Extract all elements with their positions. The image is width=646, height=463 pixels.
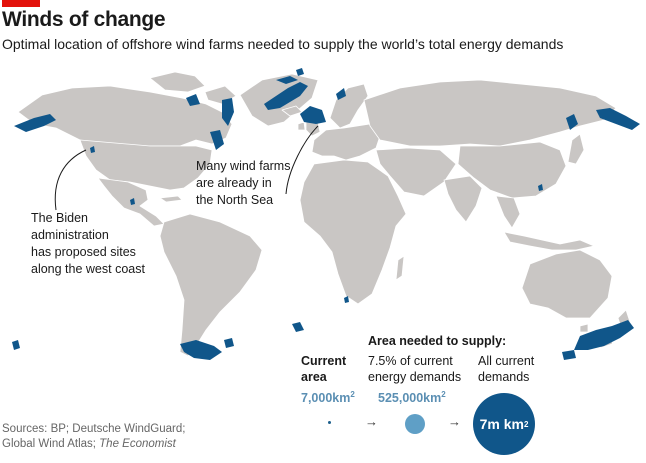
- all-demand-dot: 7m km 2: [473, 393, 535, 455]
- source-line-1: Sources: BP; Deutsche WindGuard;: [2, 423, 186, 435]
- current-area-dot: [328, 421, 331, 424]
- wind-site-patagonia: [180, 340, 222, 360]
- wind-site-labrador: [14, 114, 56, 132]
- land-middle-east: [375, 147, 457, 197]
- legend-all-label: All current demands: [478, 353, 534, 385]
- land-russia: [363, 79, 617, 147]
- legend-pct-label-line: energy demands: [368, 370, 462, 384]
- legend-pct-label-line: 7.5% of current: [368, 354, 453, 368]
- wind-site-south-georgia: [292, 322, 304, 332]
- wind-site-kamchatka: [566, 114, 578, 130]
- legend-all-label-line: demands: [478, 370, 530, 384]
- annotation-west-coast-line: The Biden: [31, 211, 88, 225]
- source-publication: The Economist: [99, 438, 176, 450]
- pct-demand-dot: [405, 414, 425, 434]
- annotation-north-sea: Many wind farms are already in the North…: [196, 158, 290, 209]
- legend-current-value: 7,000km2: [301, 390, 355, 405]
- wind-site-south-africa: [344, 296, 349, 303]
- wind-site-baffin: [222, 98, 234, 126]
- legend-pct-value: 525,000km2: [378, 390, 446, 405]
- legend-current-label: Current area: [301, 353, 346, 385]
- legend-pct-label: 7.5% of current energy demands: [368, 353, 461, 385]
- wind-site-falklands: [224, 338, 234, 348]
- land-india: [443, 175, 483, 223]
- annotation-north-sea-line: Many wind farms: [196, 159, 291, 173]
- source-note: Sources: BP; Deutsche WindGuard; Global …: [2, 422, 185, 452]
- land-southeast-asia: [495, 195, 521, 229]
- wind-site-new-zealand: [574, 320, 634, 350]
- wind-site-chile-tip: [12, 340, 20, 350]
- source-line-2: Global Wind Atlas; The Economist: [2, 437, 185, 452]
- page-subtitle: Optimal location of offshore wind farms …: [2, 36, 564, 52]
- land-japan: [567, 133, 585, 165]
- annotation-west-coast-line: has proposed sites: [31, 245, 136, 259]
- land-madagascar: [395, 255, 405, 281]
- land-usa: [79, 139, 213, 191]
- wind-site-arctic-west: [296, 68, 304, 76]
- land-scandinavia: [329, 83, 369, 129]
- legend-current-value-text: 7,000km: [301, 391, 351, 406]
- annotation-west-coast-line: along the west coast: [31, 262, 145, 276]
- wind-site-baja: [130, 198, 135, 205]
- land-china: [457, 141, 567, 199]
- legend-current-label-line: Current: [301, 354, 347, 368]
- land-iceland: [281, 105, 303, 117]
- legend-all-label-line: All current: [478, 354, 535, 368]
- wind-site-us-west: [90, 146, 95, 153]
- all-demand-value: 7m km: [479, 416, 524, 432]
- land-europe: [311, 123, 381, 161]
- unit-superscript: 2: [350, 390, 355, 399]
- wind-site-norway: [336, 88, 346, 100]
- land-australia: [521, 249, 613, 319]
- land-indonesia: [503, 231, 595, 251]
- annotation-north-sea-line: are already in: [196, 176, 272, 190]
- wind-site-greenland-coast: [264, 82, 308, 110]
- brand-red-tag: [2, 0, 40, 7]
- wind-site-us-northeast: [210, 130, 224, 150]
- arrow-icon: →: [365, 414, 378, 429]
- wind-site-greenland-north: [276, 76, 298, 84]
- annotation-north-sea-line: the North Sea: [196, 193, 274, 207]
- wind-site-new-zealand-south: [562, 350, 576, 360]
- source-line-2-text: Global Wind Atlas;: [2, 438, 100, 450]
- page-title: Winds of change: [2, 8, 166, 31]
- wind-site-taiwan: [538, 184, 543, 191]
- wind-site-hudson: [186, 94, 200, 106]
- wind-site-north-sea: [300, 106, 326, 124]
- arrow-icon: →: [448, 414, 461, 429]
- land-africa: [299, 159, 407, 305]
- annotation-west-coast: The Biden administration has proposed si…: [31, 210, 145, 278]
- annotation-west-coast-line: administration: [31, 228, 109, 242]
- unit-superscript: 2: [523, 419, 529, 429]
- wind-site-tasmania: [580, 336, 588, 346]
- land-south-america: [159, 213, 263, 357]
- land-cuba: [159, 195, 183, 203]
- legend-current-label-line: area: [301, 370, 327, 384]
- unit-superscript: 2: [441, 390, 446, 399]
- wind-site-bering: [596, 108, 640, 130]
- legend-heading: Area needed to supply:: [368, 334, 507, 348]
- land-tasmania: [579, 323, 589, 333]
- leader-line-west-coast: [54, 149, 87, 211]
- leader-line-north-sea: [285, 125, 319, 195]
- legend-pct-value-text: 525,000km: [378, 391, 442, 406]
